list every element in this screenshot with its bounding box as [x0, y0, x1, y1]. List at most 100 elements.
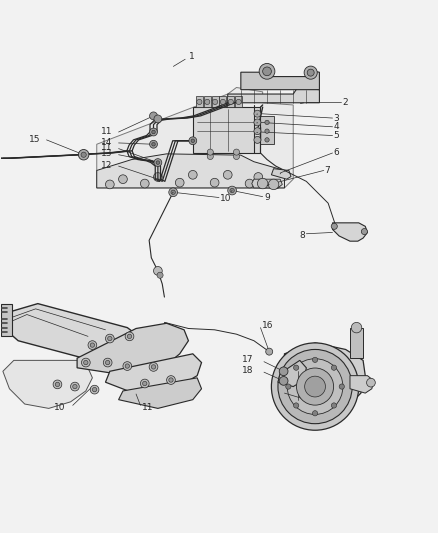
Circle shape — [53, 380, 62, 389]
Circle shape — [351, 322, 362, 333]
Circle shape — [171, 190, 175, 195]
Circle shape — [78, 149, 89, 160]
Circle shape — [265, 138, 269, 142]
Circle shape — [272, 180, 280, 189]
Circle shape — [188, 171, 197, 179]
Circle shape — [339, 384, 344, 389]
Polygon shape — [252, 179, 283, 188]
Circle shape — [266, 348, 273, 355]
Circle shape — [175, 179, 184, 187]
Circle shape — [154, 159, 162, 166]
Polygon shape — [97, 154, 285, 188]
Circle shape — [287, 359, 343, 414]
Circle shape — [106, 334, 114, 343]
Circle shape — [223, 171, 232, 179]
Text: 16: 16 — [262, 321, 273, 330]
Text: 10: 10 — [220, 194, 232, 203]
Circle shape — [150, 128, 157, 136]
Polygon shape — [283, 343, 365, 415]
Circle shape — [141, 379, 149, 388]
Circle shape — [169, 188, 177, 197]
Circle shape — [150, 140, 157, 148]
Circle shape — [265, 120, 269, 125]
Circle shape — [152, 142, 155, 146]
Text: 2: 2 — [343, 98, 348, 107]
Polygon shape — [278, 360, 306, 386]
Circle shape — [210, 179, 219, 187]
Text: 7: 7 — [325, 166, 330, 175]
Circle shape — [88, 341, 97, 350]
Polygon shape — [106, 354, 201, 394]
Polygon shape — [228, 87, 319, 103]
Bar — [261, 116, 274, 144]
Circle shape — [278, 350, 352, 424]
Circle shape — [312, 357, 318, 362]
Circle shape — [119, 175, 127, 183]
Bar — [204, 96, 211, 107]
Circle shape — [312, 410, 318, 416]
Circle shape — [106, 360, 110, 365]
Polygon shape — [3, 360, 92, 408]
Circle shape — [81, 152, 86, 157]
Circle shape — [106, 180, 114, 189]
Circle shape — [207, 154, 213, 159]
Polygon shape — [77, 323, 188, 374]
Circle shape — [189, 137, 197, 144]
Polygon shape — [272, 169, 291, 179]
Circle shape — [331, 403, 336, 408]
Text: 18: 18 — [242, 366, 254, 375]
Circle shape — [90, 385, 99, 394]
Text: 4: 4 — [333, 122, 339, 131]
Bar — [350, 328, 363, 358]
Circle shape — [279, 376, 288, 385]
Circle shape — [73, 384, 77, 389]
Circle shape — [279, 367, 288, 376]
Bar — [227, 96, 234, 107]
Circle shape — [293, 365, 299, 370]
Circle shape — [254, 136, 261, 143]
Circle shape — [127, 334, 132, 338]
Bar — [235, 96, 242, 107]
Text: 12: 12 — [101, 161, 112, 169]
Polygon shape — [1, 304, 136, 358]
Circle shape — [71, 382, 79, 391]
Circle shape — [55, 382, 60, 386]
Polygon shape — [241, 70, 319, 90]
Circle shape — [191, 139, 194, 142]
Polygon shape — [119, 378, 201, 408]
Circle shape — [305, 376, 325, 397]
Circle shape — [254, 173, 263, 181]
Bar — [212, 96, 219, 107]
Circle shape — [207, 149, 213, 155]
Circle shape — [304, 66, 317, 79]
Circle shape — [272, 343, 359, 430]
Circle shape — [153, 266, 162, 275]
Circle shape — [81, 358, 90, 367]
Text: 6: 6 — [333, 149, 339, 157]
Circle shape — [263, 67, 272, 76]
Circle shape — [154, 115, 162, 123]
Circle shape — [169, 378, 173, 382]
Text: 1: 1 — [189, 52, 195, 61]
Text: 15: 15 — [29, 134, 41, 143]
Text: 8: 8 — [299, 231, 305, 239]
Bar — [219, 96, 226, 107]
Text: 14: 14 — [101, 138, 112, 147]
Circle shape — [156, 161, 159, 164]
Text: 11: 11 — [101, 127, 112, 136]
Circle shape — [125, 332, 134, 341]
Polygon shape — [350, 376, 374, 393]
Circle shape — [228, 186, 237, 195]
Circle shape — [143, 381, 147, 386]
Circle shape — [297, 368, 334, 405]
Circle shape — [293, 403, 299, 408]
Text: 11: 11 — [101, 143, 112, 152]
Circle shape — [125, 364, 130, 368]
Circle shape — [197, 99, 202, 104]
Circle shape — [205, 99, 210, 104]
Circle shape — [259, 63, 275, 79]
Polygon shape — [1, 304, 12, 336]
Circle shape — [103, 358, 112, 367]
Circle shape — [258, 179, 268, 189]
Text: 9: 9 — [264, 193, 270, 202]
